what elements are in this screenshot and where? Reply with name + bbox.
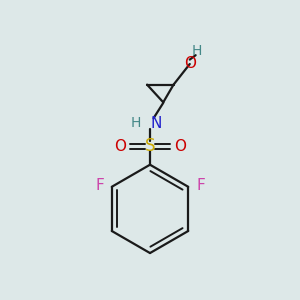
Text: F: F (95, 178, 104, 193)
Text: H: H (192, 44, 202, 58)
Text: F: F (196, 178, 205, 193)
Text: O: O (114, 139, 126, 154)
Text: O: O (174, 139, 186, 154)
Text: O: O (184, 56, 196, 71)
Text: H: H (131, 116, 141, 130)
Text: N: N (151, 116, 162, 131)
Text: S: S (145, 137, 155, 155)
